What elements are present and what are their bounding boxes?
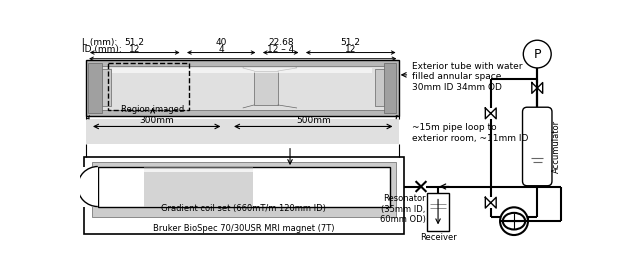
Bar (102, 169, 386, 172)
Text: 40: 40 (216, 38, 227, 47)
Bar (84, 157, 404, 234)
Bar (145, 166, 253, 207)
Text: Bruker BioSpec 70/30USR MRI magnet (7T): Bruker BioSpec 70/30USR MRI magnet (7T) (153, 224, 335, 233)
Bar (88, 63, 102, 113)
Text: L (mm):: L (mm): (81, 38, 116, 47)
Bar (384, 63, 396, 113)
Bar (254, 71, 278, 105)
Text: 12: 12 (129, 45, 140, 54)
Bar (374, 69, 384, 107)
Text: Resonator
(35mm ID,
60mm OD): Resonator (35mm ID, 60mm OD) (380, 194, 426, 224)
Circle shape (500, 207, 528, 235)
Bar (112, 68, 372, 73)
Text: 300mm: 300mm (140, 116, 174, 125)
Text: Gradient coil set (660mT/m 120mm ID): Gradient coil set (660mT/m 120mm ID) (161, 204, 326, 213)
Bar (86, 119, 399, 144)
Text: Exterior tube with water
filled annular space
30mm ID 34mm OD: Exterior tube with water filled annular … (412, 62, 522, 92)
Bar (86, 60, 399, 116)
Bar (92, 162, 396, 217)
Text: 500mm: 500mm (296, 116, 331, 125)
Text: 22.68: 22.68 (268, 38, 294, 47)
Circle shape (524, 40, 551, 68)
FancyBboxPatch shape (522, 107, 552, 186)
Bar (108, 63, 189, 109)
Text: Region imaged: Region imaged (121, 105, 184, 114)
Bar (98, 166, 390, 207)
Bar (102, 69, 111, 107)
Text: 12: 12 (345, 45, 356, 54)
Text: 12 – 4: 12 – 4 (267, 45, 294, 54)
Text: P: P (534, 48, 541, 61)
Text: ID (mm):: ID (mm): (81, 45, 122, 54)
Text: ~15m pipe loop to
exterior room, ~11mm ID: ~15m pipe loop to exterior room, ~11mm I… (412, 123, 528, 143)
Bar (428, 193, 449, 231)
Text: Receiver: Receiver (420, 234, 456, 243)
Text: Accumulator: Accumulator (552, 120, 561, 173)
Text: 51.2: 51.2 (340, 38, 361, 47)
Text: 51.2: 51.2 (125, 38, 145, 47)
Bar (100, 66, 385, 109)
Bar (77, 166, 98, 207)
Text: 4: 4 (218, 45, 224, 54)
